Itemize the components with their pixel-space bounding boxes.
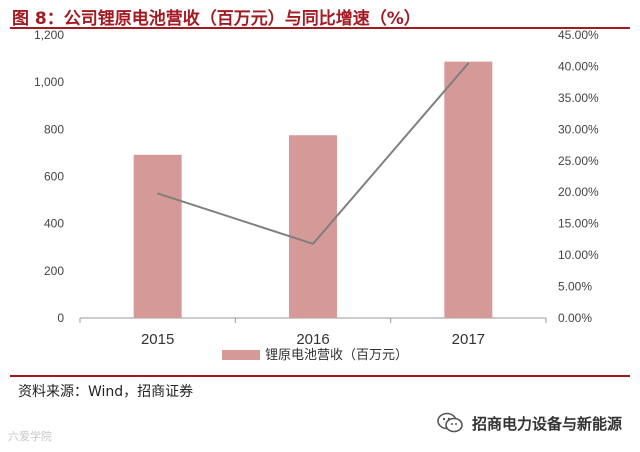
- growth-point: [467, 62, 470, 65]
- left-tick-label: 1,200: [34, 28, 64, 42]
- left-tick-label: 0: [57, 311, 64, 325]
- right-tick-label: 5.00%: [558, 280, 592, 294]
- legend: 锂原电池营收（百万元）: [222, 348, 408, 363]
- brand-name: 招商电力设备与新能源: [471, 414, 622, 433]
- watermark-text: 六爱学院: [8, 430, 52, 443]
- category-label: 2016: [296, 331, 329, 348]
- right-tick-label: 20.00%: [558, 185, 599, 199]
- right-tick-label: 45.00%: [558, 28, 599, 42]
- title-divider: [10, 27, 630, 29]
- left-tick-label: 800: [44, 122, 64, 136]
- bar-2017: [444, 61, 493, 318]
- category-label: 2017: [452, 331, 485, 348]
- brand-badge: 招商电力设备与新能源: [436, 411, 622, 435]
- category-labels: 2015 2016 2017: [141, 331, 485, 348]
- left-tick-label: 400: [44, 217, 64, 231]
- bar-2015: [133, 154, 182, 318]
- right-tick-label: 10.00%: [558, 248, 599, 262]
- growth-point: [312, 242, 314, 245]
- left-tick-label: 1,000: [34, 75, 64, 89]
- right-tick-label: 30.00%: [558, 122, 599, 136]
- source-note: 资料来源：Wind，招商证券: [18, 384, 194, 400]
- category-label: 2015: [141, 331, 174, 348]
- line-series: [156, 62, 470, 245]
- right-tick-label: 0.00%: [558, 311, 592, 325]
- left-axis-ticks: 0 200 400 600 800 1,000 1,200: [34, 28, 64, 325]
- left-tick-label: 200: [44, 264, 64, 278]
- right-tick-label: 35.00%: [558, 91, 599, 105]
- chart-title: 图 8：公司锂原电池营收（百万元）与同比增速（%）: [12, 9, 421, 29]
- left-tick-label: 600: [44, 170, 64, 184]
- right-tick-label: 15.00%: [558, 217, 599, 231]
- legend-label-bar: 锂原电池营收（百万元）: [265, 348, 408, 363]
- source-divider: [10, 375, 630, 377]
- right-tick-label: 25.00%: [558, 154, 599, 168]
- combo-chart: 0 200 400 600 800 1,000 1,200 0.00% 5.00% 10.00%…: [34, 28, 599, 363]
- right-axis-ticks: 0.00% 5.00% 10.00% 15.00% 20.00% 25.00% 30.00%…: [558, 28, 599, 325]
- bar-2016: [289, 135, 337, 318]
- growth-point: [156, 192, 159, 195]
- wechat-icon: [437, 412, 463, 433]
- right-tick-label: 40.00%: [558, 59, 599, 73]
- bar-series: [79, 61, 547, 323]
- legend-swatch-bar: [222, 350, 260, 360]
